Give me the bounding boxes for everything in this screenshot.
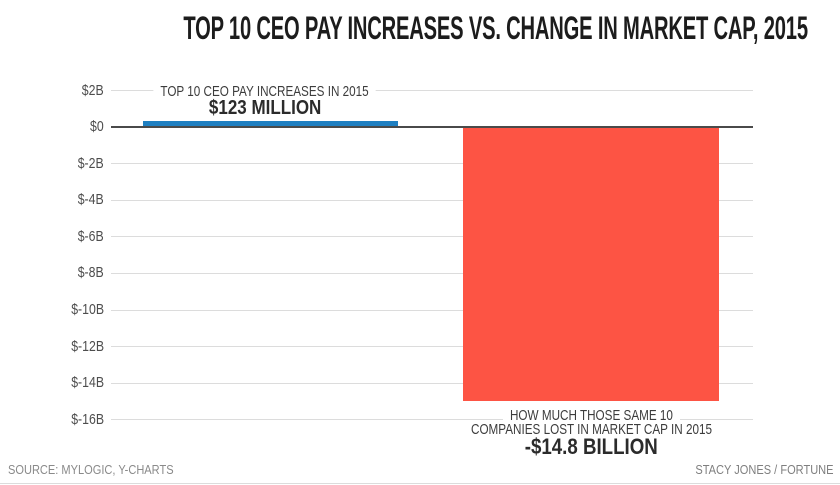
y-axis-tick-label: $-10B [71, 301, 104, 318]
source-note: SOURCE: MYLOGIC, Y-CHARTS [8, 462, 174, 477]
market-cap-loss-bar [463, 128, 719, 401]
y-axis-tick-label: $-4B [78, 191, 104, 208]
y-axis-tick-label: $-12B [71, 338, 104, 355]
chart-title-text: TOP 10 CEO PAY INCREASES VS. CHANGE IN M… [183, 10, 808, 46]
loss-bar-value: -$14.8 BILLION [524, 434, 658, 459]
y-axis-tick-label: $-14B [71, 374, 104, 391]
gridline [111, 200, 753, 201]
y-axis-tick-label: $2B [82, 82, 104, 99]
zero-baseline [111, 126, 753, 128]
gridline [111, 236, 753, 237]
pay-bar-label: TOP 10 CEO PAY INCREASES IN 2015 [98, 83, 432, 101]
gridline [111, 273, 753, 274]
bottom-divider [0, 483, 840, 484]
pay-bar-value: $123 MILLION [208, 97, 322, 119]
loss-bar-label-line1: HOW MUCH THOSE SAME 10 [420, 407, 762, 425]
byline-credit: STACY JONES / FORTUNE [695, 462, 834, 477]
y-axis-tick-label: $-6B [78, 228, 104, 245]
y-axis-tick-label: $-16B [71, 411, 104, 428]
gridline [111, 346, 753, 347]
y-axis-tick-label: $-2B [78, 155, 104, 172]
ceo-pay-bar [143, 121, 398, 126]
gridline [111, 310, 753, 311]
gridline [111, 419, 753, 420]
loss-bar-label-line2: COMPANIES LOST IN MARKET CAP IN 2015 [420, 421, 762, 439]
gridline [111, 163, 753, 164]
y-axis-tick-label: $-8B [78, 264, 104, 281]
chart-title: TOP 10 CEO PAY INCREASES VS. CHANGE IN M… [0, 11, 840, 45]
gridline [111, 90, 753, 91]
gridline [111, 383, 753, 384]
y-axis-tick-label: $0 [90, 118, 104, 135]
